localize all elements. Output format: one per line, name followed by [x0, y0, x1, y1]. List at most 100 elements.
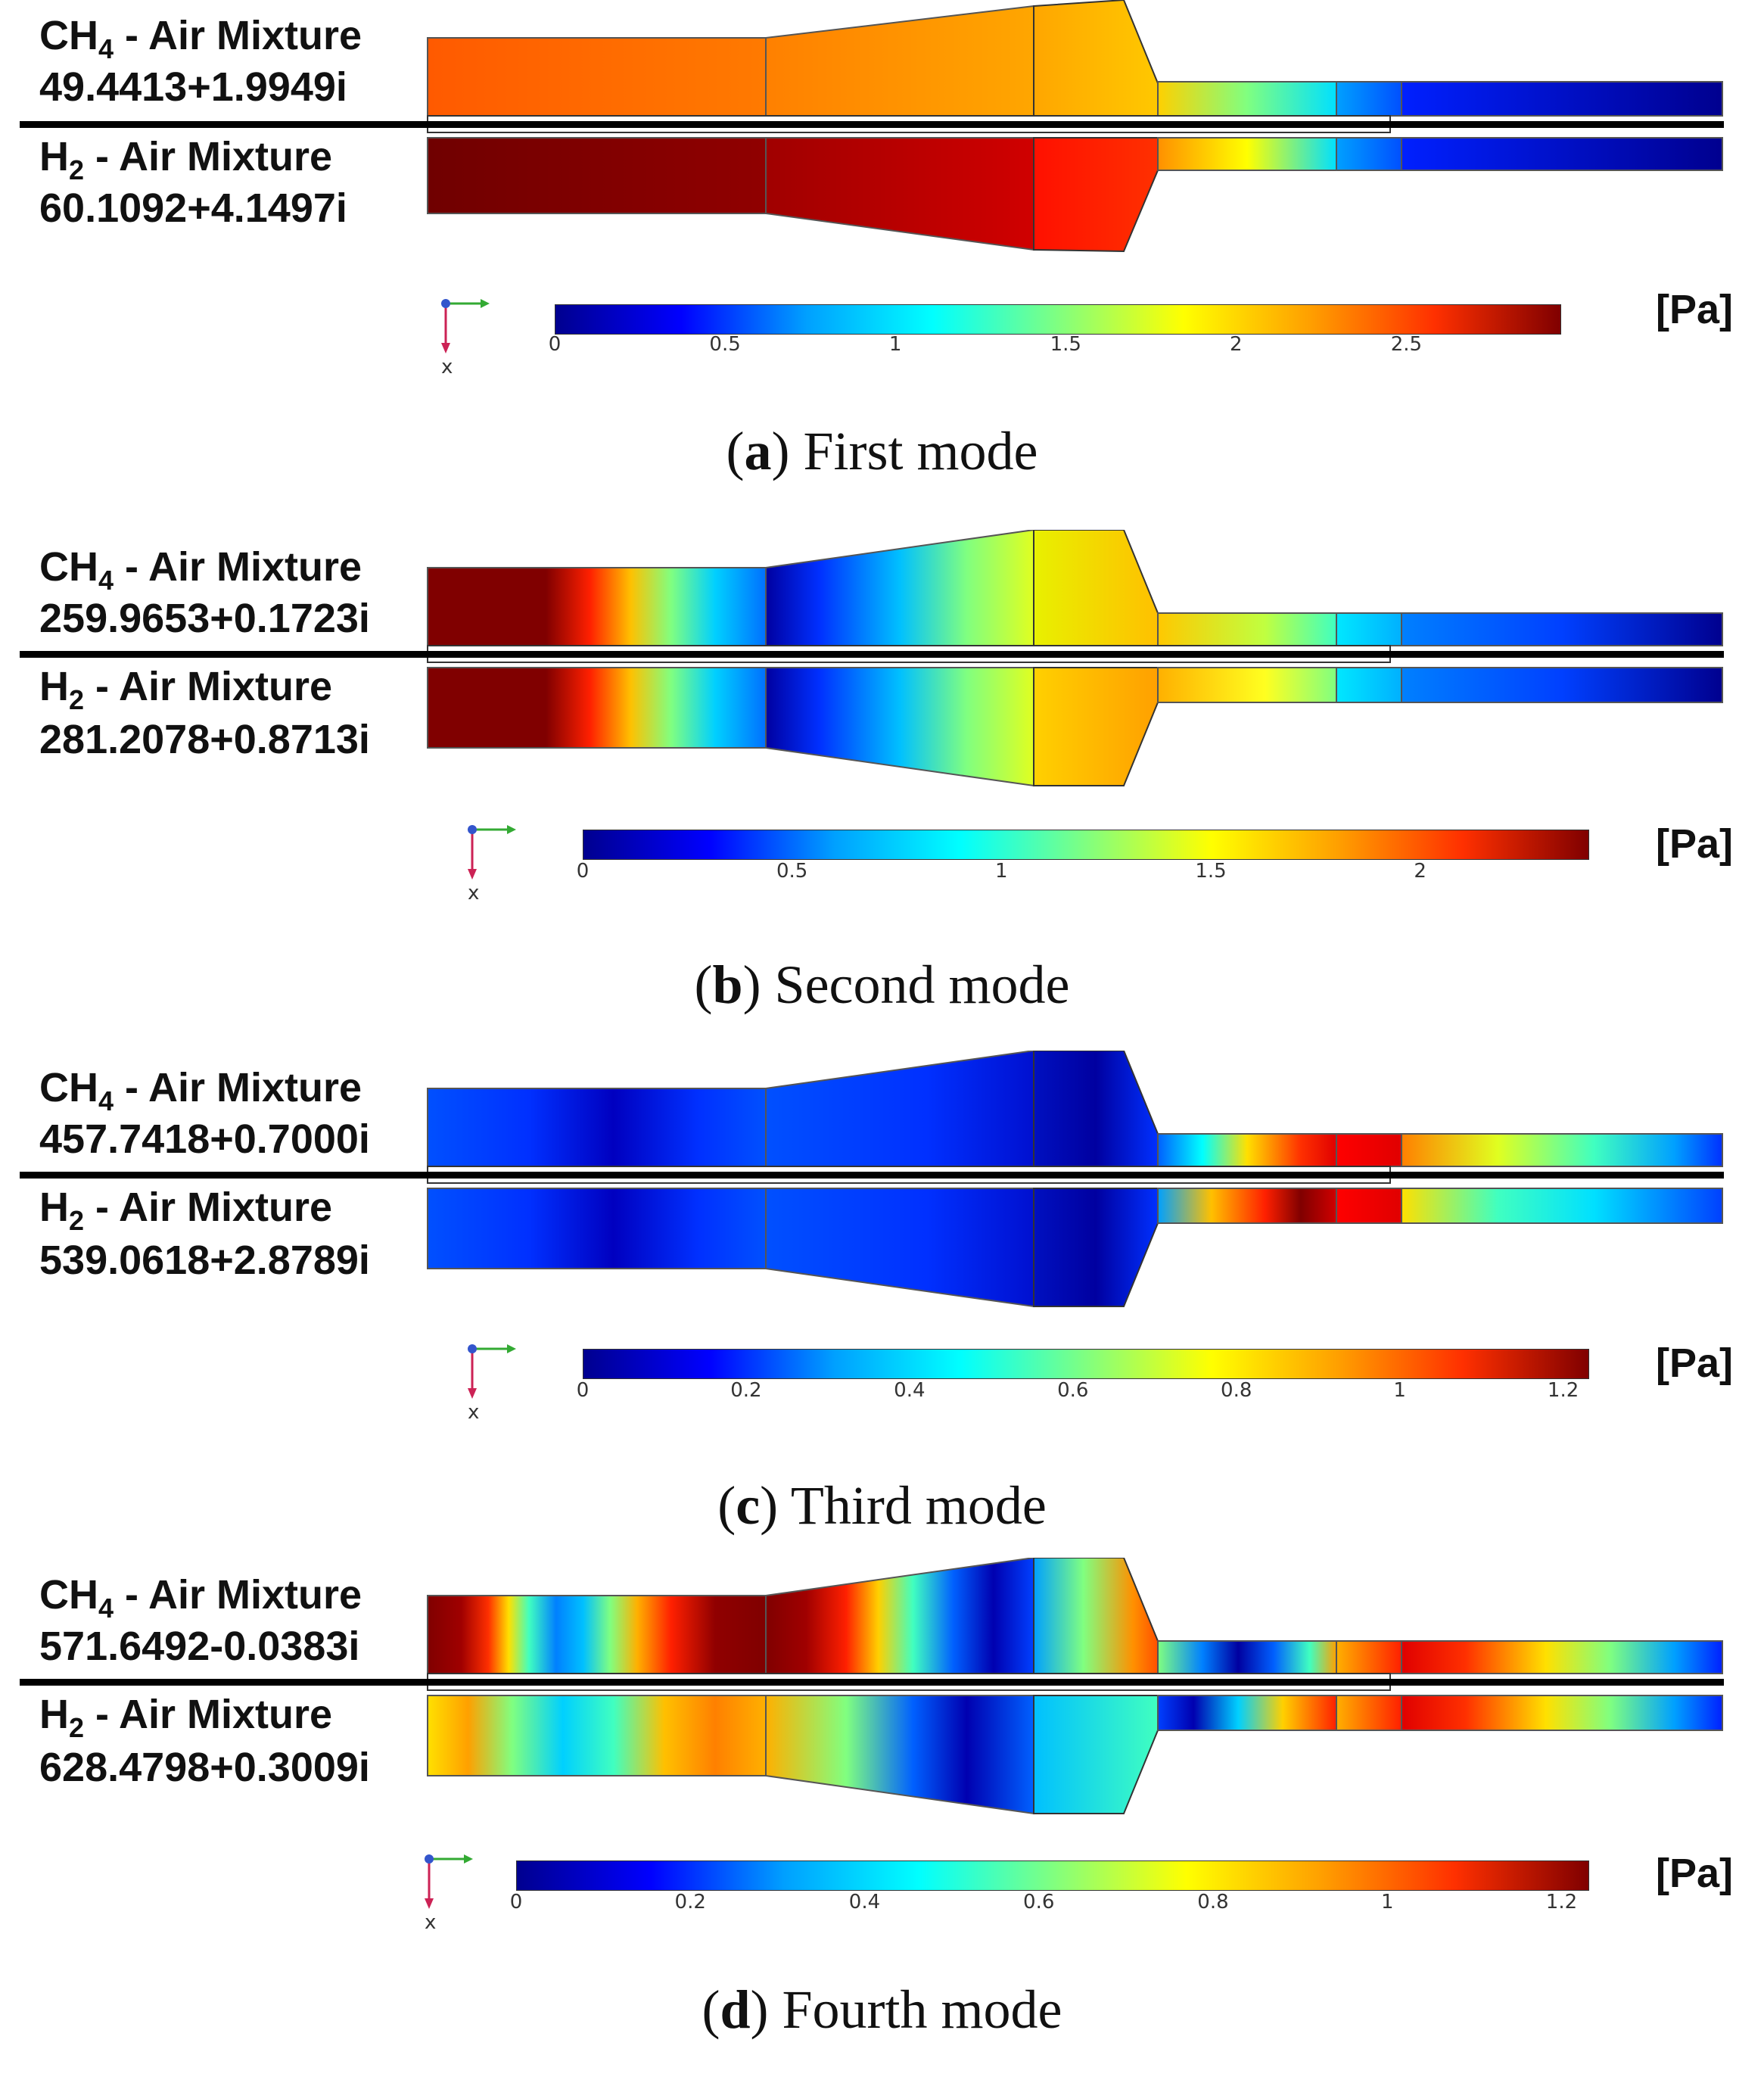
h2-section-1	[427, 1188, 767, 1269]
colorbar-tick: 0.2	[730, 1379, 762, 1402]
h2-section-2	[765, 137, 1034, 251]
colorbar-tick: 0.8	[1221, 1379, 1252, 1402]
colorbar-tick: 0.6	[1057, 1379, 1089, 1402]
ch4-eigenfrequency: 457.7418+0.7000i	[39, 1116, 370, 1162]
colorbar	[516, 1860, 1589, 1891]
axis-x-label: x	[425, 1911, 436, 1934]
colorbar-tick: 1	[1393, 1379, 1406, 1402]
ch4-label: CH4 - Air Mixture	[39, 1065, 362, 1116]
ch4-section-1	[427, 567, 767, 646]
colorbar-tick: 0	[509, 1891, 523, 1913]
axis-triad: y x	[468, 825, 516, 905]
h2-section-5	[1336, 667, 1402, 703]
ch4-section-6	[1401, 1640, 1723, 1674]
colorbar-tick: 0.4	[894, 1379, 926, 1402]
h2-section-2	[765, 1188, 1034, 1308]
h2-label: H2 - Air Mixture	[39, 1692, 333, 1743]
ch4-section-5	[1336, 81, 1402, 117]
combustor-geometry	[427, 1051, 1723, 1308]
colorbar-tick: 0	[548, 333, 562, 356]
h2-section-6	[1401, 137, 1723, 171]
combustor-geometry	[427, 1558, 1723, 1815]
ch4-section-5	[1336, 1133, 1402, 1167]
colorbar-tick: 2	[1414, 860, 1426, 883]
ch4-section-1	[427, 1088, 767, 1167]
h2-section-2	[765, 667, 1034, 787]
colorbar	[583, 1349, 1589, 1379]
mixture-separator	[20, 1679, 1724, 1686]
colorbar-tick: 1.5	[1195, 860, 1227, 883]
ch4-section-4	[1157, 612, 1337, 646]
ch4-section-4	[1157, 1640, 1337, 1674]
h2-label: H2 - Air Mixture	[39, 134, 333, 185]
ch4-section-5	[1336, 612, 1402, 646]
axis-x-label: x	[468, 1401, 479, 1424]
caption: (a) First mode	[726, 421, 1038, 481]
ch4-label: CH4 - Air Mixture	[39, 1572, 362, 1624]
h2-section-1	[427, 1695, 767, 1776]
unit-label: [Pa]	[1656, 1851, 1734, 1896]
ch4-section-1	[427, 37, 767, 117]
caption: (b) Second mode	[694, 954, 1070, 1015]
colorbar-tick: 0.8	[1197, 1891, 1229, 1913]
h2-eigenfrequency: 539.0618+2.8789i	[39, 1238, 370, 1283]
panel-a: CH4 - Air Mixture 49.4413+1.9949i H2 - A…	[0, 0, 1764, 522]
h2-section-3	[1033, 1188, 1159, 1307]
colorbar-tick: 0.6	[1023, 1891, 1055, 1913]
colorbar	[555, 304, 1561, 335]
ch4-eigenfrequency: 571.6492-0.0383i	[39, 1624, 360, 1669]
h2-section-1	[427, 667, 767, 749]
h2-eigenfrequency: 628.4798+0.3009i	[39, 1745, 370, 1790]
h2-section-6	[1401, 1188, 1723, 1224]
colorbar-ticks: 0 0.5 1 1.5 2	[577, 860, 1588, 890]
ch4-label: CH4 - Air Mixture	[39, 544, 362, 596]
h2-section-6	[1401, 667, 1723, 703]
ch4-section-3	[1033, 0, 1159, 117]
combustor-geometry	[427, 530, 1723, 787]
h2-label: H2 - Air Mixture	[39, 664, 333, 715]
h2-section-1	[427, 137, 767, 214]
combustor-geometry	[427, 0, 1723, 253]
ch4-section-3	[1033, 1558, 1159, 1674]
colorbar-ticks: 0 0.5 1 1.5 2 2.5	[549, 333, 1560, 363]
mixture-separator	[20, 651, 1724, 658]
h2-section-5	[1336, 1695, 1402, 1731]
ch4-section-2	[765, 530, 1034, 646]
h2-section-5	[1336, 1188, 1402, 1224]
colorbar-tick: 0.5	[776, 860, 808, 883]
colorbar-tick: 2.5	[1390, 333, 1423, 356]
ch4-section-5	[1336, 1640, 1402, 1674]
axis-triad: y x	[441, 299, 490, 378]
colorbar-tick: 1	[888, 333, 902, 356]
h2-section-4	[1157, 1188, 1337, 1224]
caption: (d) Fourth mode	[702, 1979, 1062, 2040]
h2-label: H2 - Air Mixture	[39, 1185, 333, 1236]
axis-triad: y x	[425, 1854, 473, 1934]
ch4-section-3	[1033, 530, 1159, 646]
colorbar-tick: 1	[1380, 1891, 1394, 1913]
colorbar-tick: 2	[1230, 333, 1243, 356]
ch4-section-6	[1401, 81, 1723, 117]
colorbar-tick: 1.5	[1050, 333, 1081, 356]
h2-section-3	[1033, 137, 1159, 253]
h2-section-4	[1157, 667, 1337, 703]
panel-b: CH4 - Air Mixture 259.9653+0.1723i H2 - …	[0, 530, 1764, 1052]
ch4-eigenfrequency: 259.9653+0.1723i	[39, 596, 370, 641]
colorbar-tick: 0	[576, 860, 590, 883]
axis-x-label: x	[468, 882, 479, 905]
ch4-section-4	[1157, 1133, 1337, 1167]
ch4-label: CH4 - Air Mixture	[39, 13, 362, 64]
colorbar-tick: 0.2	[674, 1891, 706, 1913]
h2-section-3	[1033, 667, 1159, 786]
unit-label: [Pa]	[1656, 1340, 1734, 1386]
h2-section-4	[1157, 1695, 1337, 1731]
colorbar-tick: 1.2	[1547, 1379, 1579, 1402]
colorbar-ticks: 0 0.2 0.4 0.6 0.8 1 1.2	[577, 1379, 1588, 1409]
ch4-section-2	[765, 1051, 1034, 1167]
h2-section-2	[765, 1695, 1034, 1815]
panel-d: CH4 - Air Mixture 571.6492-0.0383i H2 - …	[0, 1558, 1764, 2080]
ch4-section-1	[427, 1595, 767, 1674]
h2-section-3	[1033, 1695, 1159, 1814]
ch4-section-2	[765, 5, 1034, 117]
ch4-section-3	[1033, 1051, 1159, 1167]
